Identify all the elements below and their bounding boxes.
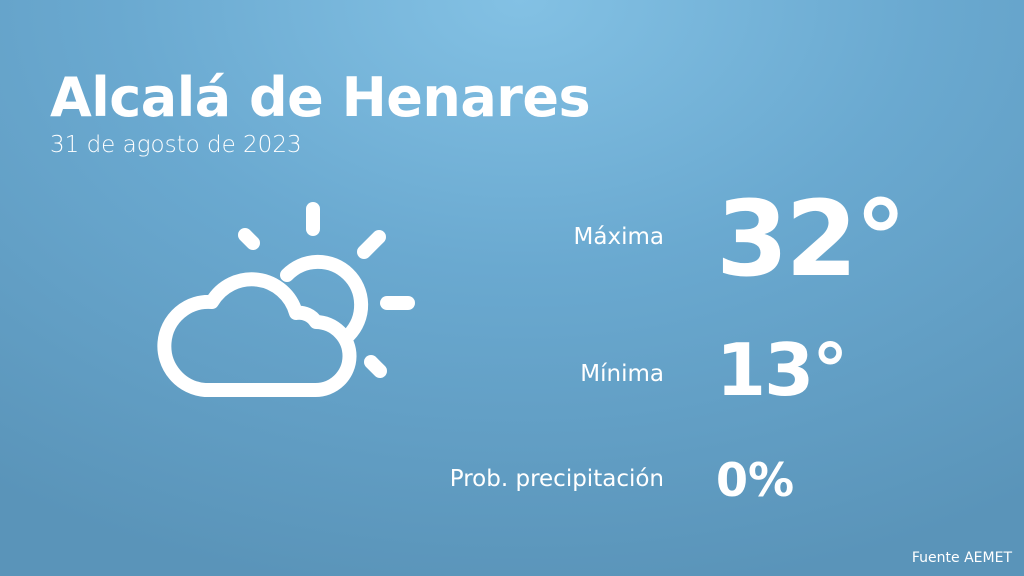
max-value: 32° bbox=[716, 178, 907, 300]
source-credit: Fuente AEMET bbox=[911, 550, 1012, 566]
precip-label: Prob. precipitación bbox=[449, 466, 664, 492]
forecast-date: 31 de agosto de 2023 bbox=[50, 132, 302, 158]
min-label: Mínima bbox=[580, 361, 664, 387]
precip-value: 0% bbox=[716, 453, 795, 507]
max-label: Máxima bbox=[573, 224, 664, 250]
min-value: 13° bbox=[716, 328, 848, 412]
city-title: Alcalá de Henares bbox=[50, 66, 591, 129]
